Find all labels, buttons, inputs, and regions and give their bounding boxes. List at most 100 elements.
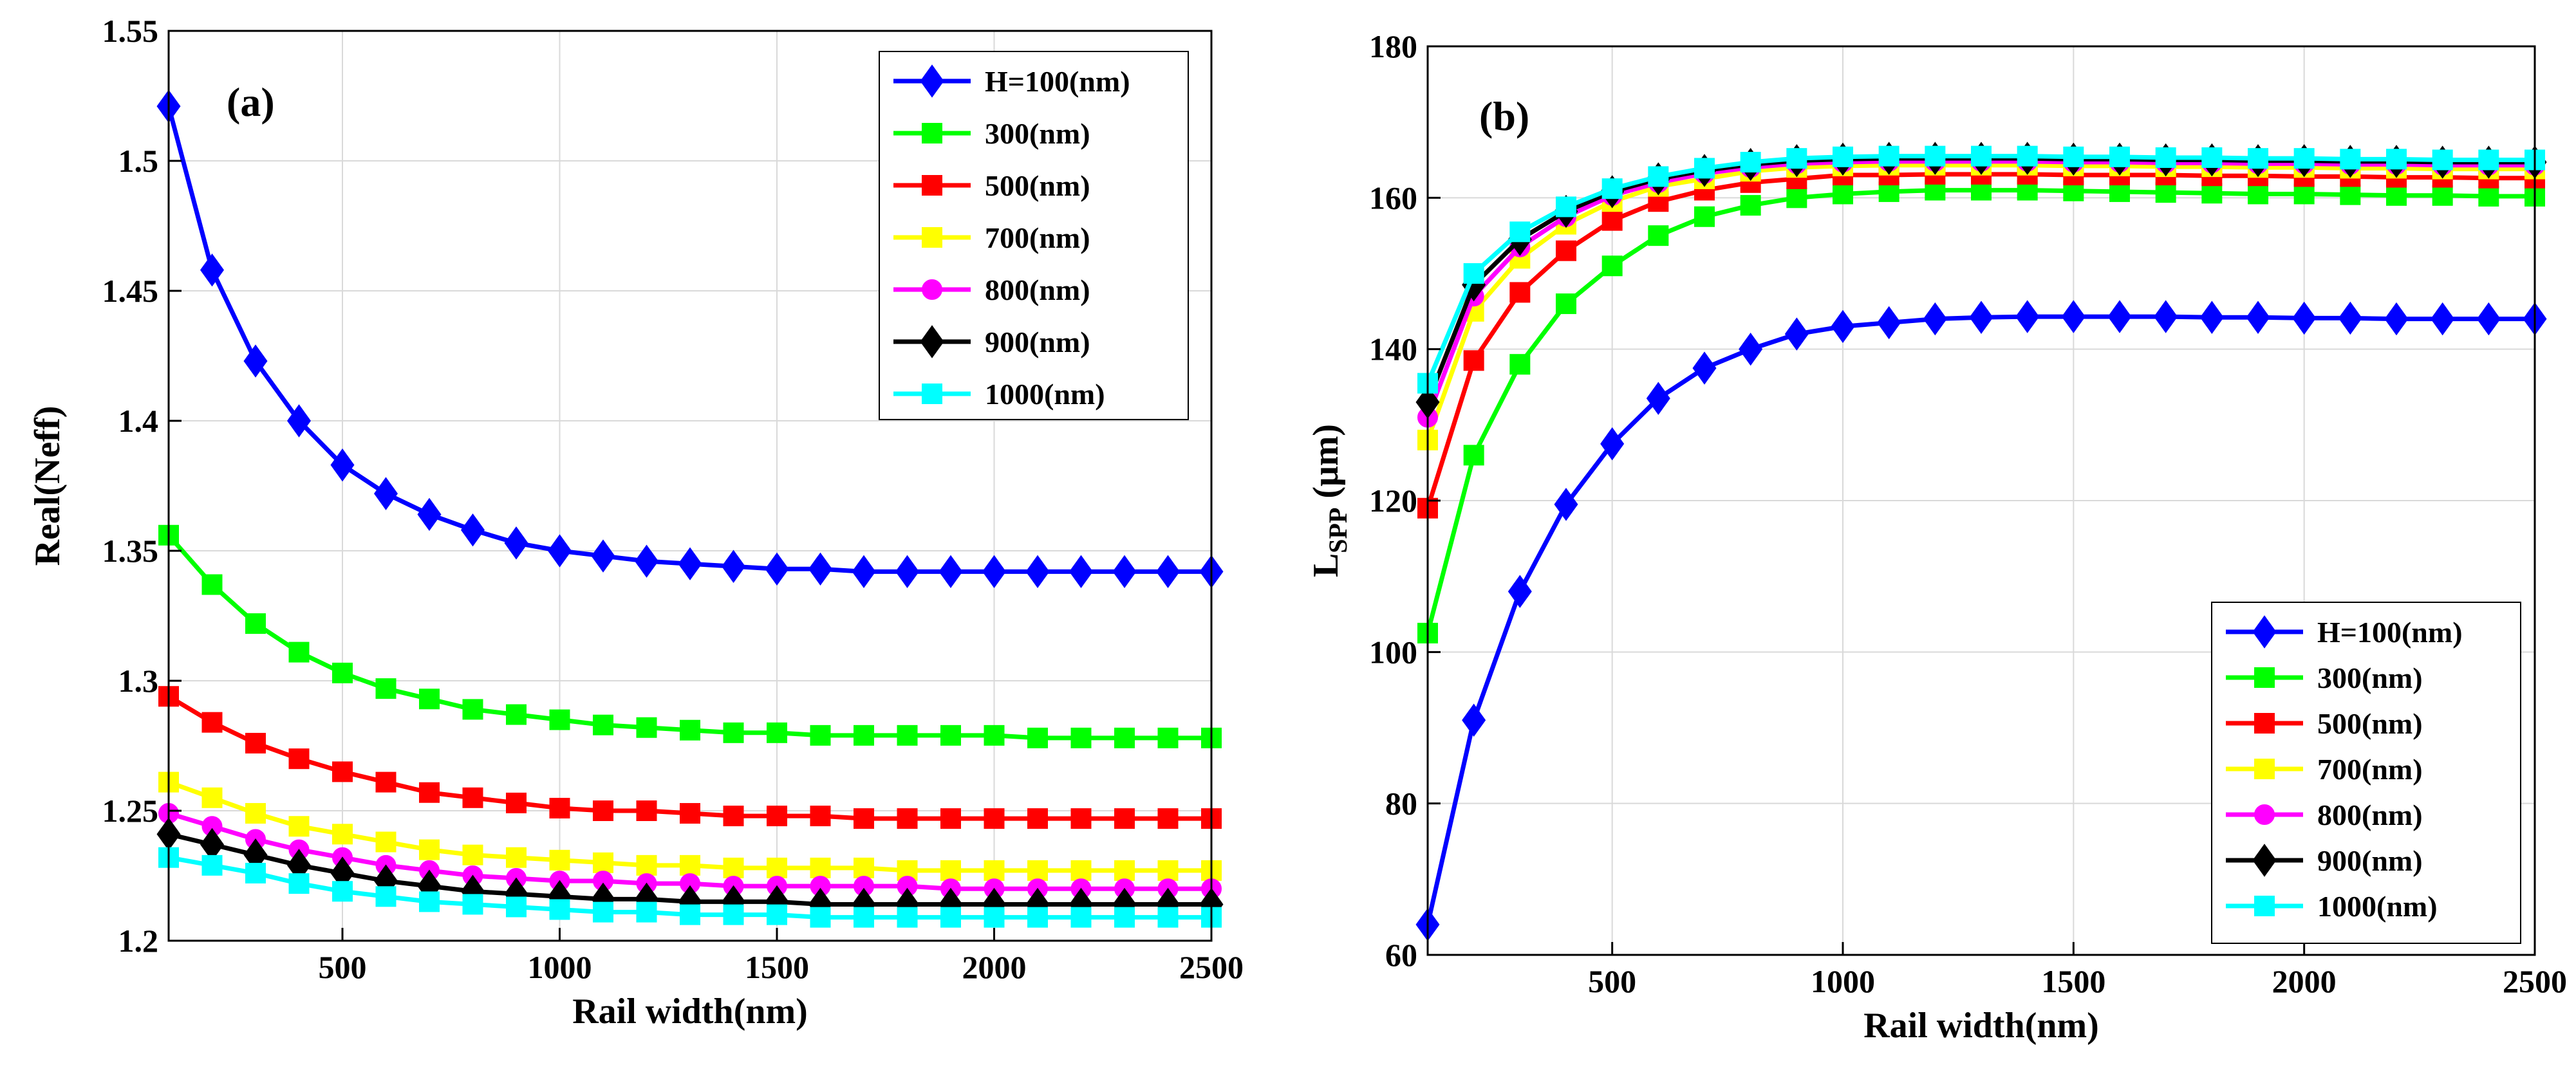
data-point [895,555,920,589]
data-point [332,662,353,683]
axes-box [167,30,1213,942]
data-point [938,555,963,589]
legend: H=100(nm) 300(nm) 500(nm) 700(nm) 800(nm) 900… [2211,602,2521,944]
data-point [549,709,570,730]
legend-label: 300(nm) [2317,661,2423,694]
x-tick-label: 2000 [2272,963,2337,999]
data-point [721,550,746,583]
data-point [636,901,657,923]
data-point [1831,310,1855,344]
data-point [1114,808,1135,829]
data-point [854,907,874,928]
data-point [1600,427,1625,461]
data-point [810,806,831,827]
data-point [678,547,702,580]
data-point [373,477,398,510]
legend-marker [2252,615,2277,649]
data-point [1027,808,1048,829]
data-point [419,891,440,912]
y-tick-label: 1.4 [118,403,159,439]
data-point [288,642,310,663]
legend-item: H=100(nm) [893,64,1130,98]
data-point [1157,860,1179,881]
data-point [1157,727,1179,748]
data-point [375,831,397,853]
legend-item: 700(nm) [2226,753,2423,786]
data-point [1556,240,1576,261]
data-point [1877,306,1901,340]
data-point [375,886,397,907]
data-point [1692,351,1717,385]
legend-item: H=100(nm) [2226,615,2463,649]
x-tick-label: 2500 [2503,963,2567,999]
panel-label: (a) [227,79,275,125]
data-point [288,748,310,770]
data-point [1648,225,1669,246]
data-point [1925,145,1946,167]
data-point [810,907,831,928]
data-point [419,782,440,803]
data-point [200,253,225,287]
data-point [462,844,483,865]
data-point [1556,293,1576,315]
x-tick-label: 500 [319,949,367,985]
data-point [2248,183,2268,205]
data-point [940,860,961,881]
y-axis-title: Real(Neff) [28,406,68,566]
data-point [547,534,572,568]
y-tick-label: 60 [1385,937,1417,973]
x-tick-label: 2500 [1179,949,1244,985]
legend-item: 1000(nm) [893,378,1105,411]
data-point [1027,907,1048,928]
data-point [1646,382,1670,415]
data-point [330,448,355,482]
legend-item: 800(nm) [893,273,1090,306]
y-tick-label: 1.35 [102,533,159,569]
x-tick-label: 1500 [2041,963,2105,999]
data-point [506,792,527,813]
data-point [1507,575,1532,608]
y-tick-label: 1.55 [102,13,159,49]
data-point [808,552,833,586]
data-point [2478,185,2499,207]
data-point [1155,555,1181,589]
data-point [1556,196,1576,217]
data-point [765,552,789,586]
data-point [1601,210,1623,231]
data-point [2340,149,2361,170]
y-tick-label: 100 [1369,634,1417,670]
legend-item: 900(nm) [2226,844,2423,877]
legend-label: 500(nm) [2317,707,2423,740]
data-point [2201,183,2223,204]
data-point [332,824,353,845]
series-group [156,89,1224,928]
data-point [506,704,527,725]
data-point [1786,187,1807,208]
data-point [245,732,266,753]
data-point [593,852,613,873]
data-point [462,894,483,915]
legend-label: 800(nm) [2317,799,2423,831]
data-point [1070,727,1092,748]
data-point [1509,354,1531,375]
y-tick-label: 1.2 [118,923,159,959]
data-point [984,725,1005,746]
data-point [1923,302,1947,336]
data-point [1462,703,1486,737]
data-point [2292,301,2317,335]
data-point [897,725,918,746]
x-tick-label: 1500 [745,949,809,985]
data-point [1114,907,1135,928]
series-line [167,694,1211,821]
data-point [1114,860,1135,881]
legend-label: 800(nm) [985,273,1090,306]
legend-item: 700(nm) [893,221,1090,254]
y-axis-title-unit: (μm) [1306,424,1346,499]
data-point [636,855,657,876]
data-point [1114,727,1135,748]
data-point [201,712,223,733]
legend-item: 900(nm) [893,325,1090,358]
data-point [504,526,528,560]
data-point [2017,145,2038,167]
data-point [2386,149,2407,170]
